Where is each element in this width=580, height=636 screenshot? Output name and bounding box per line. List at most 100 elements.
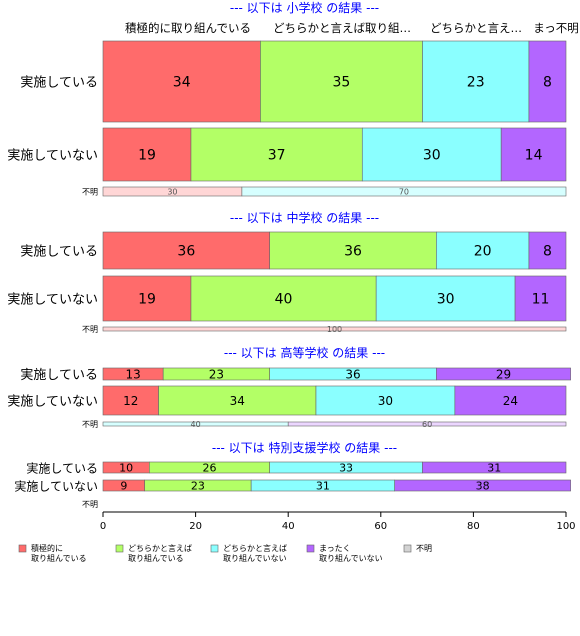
data-label: 30 [437,292,455,308]
data-label: 14 [525,148,543,164]
data-label: 30 [167,188,177,197]
row-label: 実施している [20,75,98,91]
data-label: 24 [503,394,518,408]
data-label: 11 [532,292,550,308]
bar-segment [102,231,270,270]
data-label: 60 [422,420,432,429]
legend-swatch [403,544,412,553]
data-label: 19 [138,148,156,164]
bar-segment [287,421,567,427]
x-tick-label: 100 [556,521,575,532]
data-label: 8 [543,244,552,260]
bar-segment [394,479,571,492]
data-label: 30 [423,148,441,164]
top-category-label: 積極的に取り組んでいる [125,21,251,35]
group-title: --- 以下は 中学校 の結果 --- [230,210,379,225]
data-label: 26 [202,461,216,474]
bar-segment [102,385,159,416]
data-label: 23 [209,367,224,381]
bar-segment [102,326,567,332]
data-label: 33 [339,461,353,474]
data-label: 13 [125,367,140,381]
data-label: 30 [378,394,393,408]
data-label: 34 [173,75,191,91]
x-tick-label: 60 [374,521,387,532]
legend-swatch [306,544,315,553]
group-title: --- 以下は 高等学校 の結果 --- [224,345,385,360]
x-tick-label: 80 [467,521,480,532]
legend-label: 積極的に [31,543,63,553]
bar-segment [361,127,502,182]
data-label: 19 [138,292,156,308]
data-label: 100 [327,325,342,334]
legend-swatch [115,544,124,553]
bar-segment [102,275,192,322]
data-label: 34 [230,394,245,408]
bar-segment [436,231,530,270]
row-label: 実施している [20,367,98,383]
bar-segment [454,385,567,416]
bar-segment [190,127,363,182]
legend-swatch [210,544,219,553]
row-label: 実施している [20,244,98,260]
data-label: 70 [399,188,409,197]
row-label: 実施していない [7,292,98,308]
bar-segment [190,275,377,322]
row-label: 不明 [82,188,98,197]
data-label: 40 [191,420,201,429]
legend-label: 取り組んでいる [128,553,184,563]
bar-segment [102,40,261,123]
bar-segment [500,127,567,182]
legend-label: 不明 [416,544,432,553]
data-label: 31 [316,479,330,492]
bar-segment [514,275,567,322]
row-label: 不明 [82,325,98,334]
data-label: 20 [474,244,492,260]
row-label: 不明 [82,420,98,429]
top-category-label: どちらかと言えば取り組… [273,21,411,35]
data-label: 37 [268,148,286,164]
data-label: 23 [191,479,205,492]
data-label: 36 [345,367,360,381]
bar-segment [422,40,530,123]
bar-segment [315,385,456,416]
legend-label: どちらかと言えば [128,543,192,553]
bar-segment [269,231,437,270]
data-label: 23 [467,75,485,91]
data-label: 31 [487,461,501,474]
data-label: 8 [543,75,552,91]
data-label: 36 [344,244,362,260]
top-category-label: まっ不明 [533,21,579,35]
data-label: 29 [496,367,511,381]
legend-label: まったく [319,544,351,553]
x-tick-label: 40 [282,521,295,532]
x-tick-label: 20 [189,521,202,532]
row-label: 実施している [26,461,98,476]
bar-segment [436,367,571,381]
data-label: 35 [333,75,351,91]
legend-label: 取り組んでいない [223,553,287,563]
group-title: --- 以下は 小学校 の結果 --- [230,0,379,15]
bar-segment [375,275,516,322]
legend-label: 取り組んでいない [319,553,383,563]
data-label: 38 [476,479,490,492]
bar-segment [102,127,192,182]
legend-label: どちらかと言えば [223,543,287,553]
row-label: 不明 [82,500,98,509]
row-label: 実施していない [14,479,98,494]
legend-label: 取り組んでいる [31,553,87,563]
row-label: 実施していない [7,148,98,164]
data-label: 10 [119,461,133,474]
data-label: 36 [177,244,195,260]
group-title: --- 以下は 特別支援学校 の結果 --- [212,440,397,455]
top-category-label: どちらかと言え… [430,21,522,35]
bar-segment [260,40,423,123]
data-label: 40 [275,292,293,308]
x-tick-label: 0 [100,521,106,532]
bar-segment [241,186,567,197]
row-label: 実施していない [7,394,98,410]
bar-segment [528,40,567,123]
legend-swatch [18,544,27,553]
